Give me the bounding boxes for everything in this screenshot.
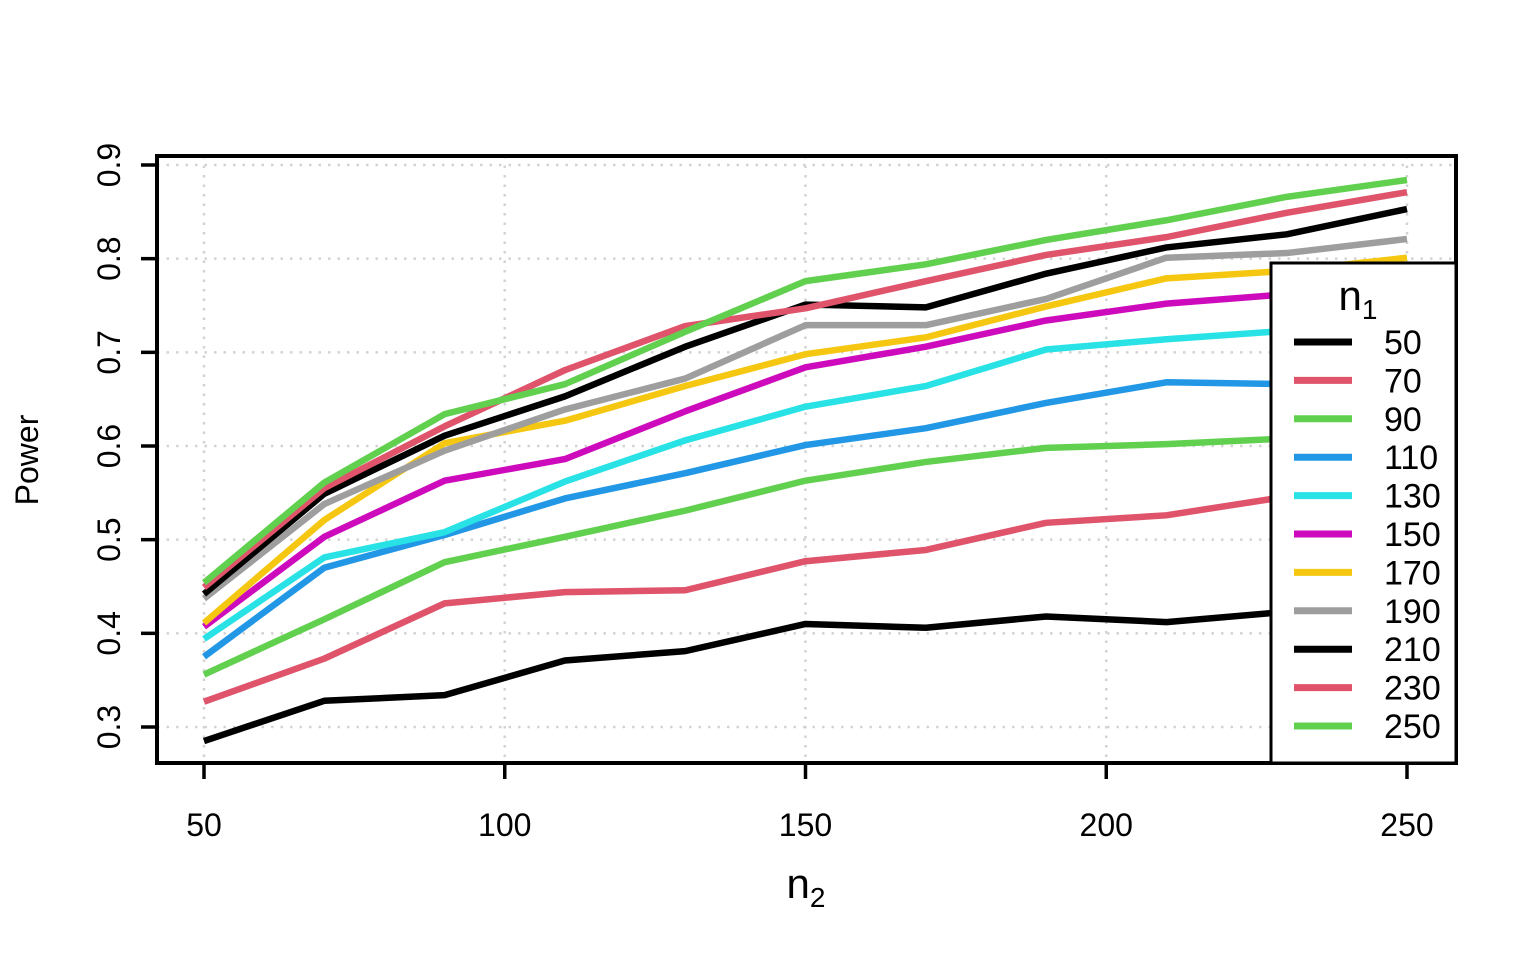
x-tick-label-250: 250 [1380, 807, 1433, 843]
y-tick-label-0.4: 0.4 [91, 611, 127, 655]
series-line-n1-130 [202, 319, 1408, 642]
series-line-n1-250 [201, 176, 1408, 586]
legend-label-130: 130 [1384, 478, 1441, 516]
x-tick-label-50: 50 [186, 807, 222, 843]
series-line-n1-150 [202, 282, 1408, 630]
plot-box [155, 154, 1458, 765]
y-tick-label-0.8: 0.8 [91, 236, 127, 280]
x-axis-title: n2 [787, 860, 826, 913]
legend-label-250: 250 [1384, 708, 1441, 746]
series-line-n1-190 [201, 235, 1408, 602]
y-tick-label-0.7: 0.7 [91, 330, 127, 374]
series-line-n1-110 [202, 379, 1408, 660]
legend-label-170: 170 [1384, 554, 1441, 592]
legend-label-50: 50 [1384, 324, 1422, 362]
series-line-n1-70 [202, 483, 1408, 705]
legend-label-230: 230 [1384, 670, 1441, 708]
y-axis-title: Power [9, 414, 45, 505]
legend-label-110: 110 [1384, 439, 1438, 477]
legend-label-190: 190 [1384, 593, 1441, 631]
series-line-n1-210 [201, 205, 1408, 597]
x-tick-label-150: 150 [779, 807, 832, 843]
series-line-n1-90 [202, 430, 1408, 678]
y-tick-label-0.5: 0.5 [91, 517, 127, 561]
x-tick-label-100: 100 [478, 807, 531, 843]
y-tick-label-0.6: 0.6 [91, 424, 127, 468]
legend-label-90: 90 [1384, 401, 1422, 439]
legend-label-210: 210 [1384, 631, 1441, 669]
y-tick-label-0.3: 0.3 [91, 705, 127, 749]
y-tick-label-0.9: 0.9 [91, 143, 127, 187]
legend-label-150: 150 [1384, 516, 1441, 554]
legend-label-70: 70 [1384, 362, 1422, 400]
series-line-n1-50 [202, 603, 1408, 745]
x-tick-label-200: 200 [1080, 807, 1133, 843]
series-line-n1-230 [201, 188, 1408, 590]
legend-box [1269, 261, 1458, 765]
legend-title: n1 [1339, 272, 1378, 325]
